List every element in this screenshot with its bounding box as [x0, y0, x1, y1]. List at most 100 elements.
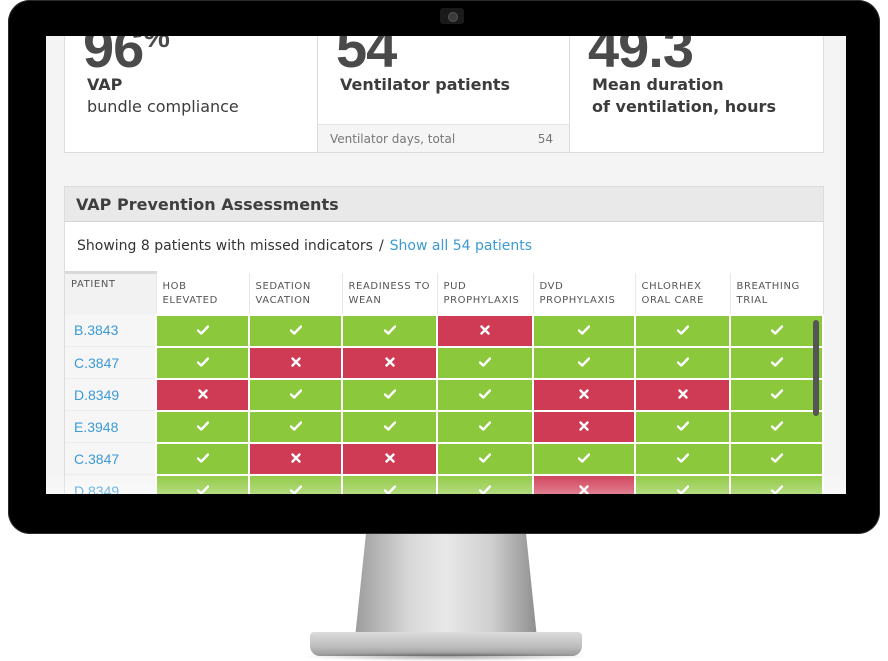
status-cell-met[interactable]	[155, 313, 250, 348]
check-icon	[289, 387, 302, 403]
column-header-line: CHLORHEX	[641, 280, 702, 292]
check-icon	[478, 483, 492, 494]
metric-cards: 96% VAP bundle compliance 54 Ventilator …	[64, 36, 824, 153]
check-icon	[478, 355, 492, 371]
status-cell-met[interactable]	[436, 377, 534, 412]
status-cell-met[interactable]	[729, 313, 824, 348]
status-cell-missed[interactable]	[248, 345, 343, 380]
check-icon	[383, 419, 396, 435]
column-header[interactable]: BREATHING TRIAL	[729, 272, 823, 315]
patient-id-link[interactable]: D.8349	[65, 474, 156, 494]
column-header-line: PATIENT	[71, 279, 116, 290]
metric-card-mean-duration: 49.3 Mean duration of ventilation, hours	[570, 36, 823, 152]
check-icon	[770, 355, 783, 371]
status-cell-met[interactable]	[436, 409, 534, 444]
status-cell-met[interactable]	[634, 441, 731, 476]
column-header-line: READINESS TO	[348, 280, 431, 292]
table-row[interactable]: C.3847	[65, 441, 824, 476]
table-row[interactable]: E.3948	[65, 409, 824, 444]
metric-label-line2: of ventilation, hours	[592, 97, 776, 116]
table-body: B.3843 C.3847 D.8349 E.3948 C.3847 D.8349	[65, 313, 824, 494]
status-cell-missed[interactable]	[248, 441, 343, 476]
column-header-patient[interactable]: PATIENT	[65, 271, 156, 315]
patient-id-link[interactable]: D.8349	[65, 378, 156, 411]
status-cell-met[interactable]	[248, 377, 343, 412]
status-cell-met[interactable]	[155, 409, 250, 444]
status-cell-missed[interactable]	[532, 409, 636, 444]
table-row[interactable]: D.8349	[65, 377, 824, 412]
check-icon	[196, 451, 209, 467]
status-cell-met[interactable]	[248, 473, 343, 494]
patient-id-link[interactable]: E.3948	[65, 410, 156, 443]
status-cell-met[interactable]	[341, 377, 438, 412]
column-header[interactable]: PUD PROPHYLAXIS	[436, 272, 533, 315]
check-icon	[770, 323, 783, 339]
metric-card-ventilator-patients: 54 Ventilator patients Ventilator days, …	[318, 36, 570, 152]
cross-icon	[290, 355, 301, 371]
table-scrollbar[interactable]	[813, 320, 819, 416]
assessments-panel: VAP Prevention Assessments Showing 8 pat…	[64, 186, 824, 494]
metric-suffix: %	[143, 36, 170, 54]
status-cell-met[interactable]	[341, 409, 438, 444]
patient-id-link[interactable]: C.3847	[65, 442, 156, 475]
status-cell-missed[interactable]	[634, 377, 731, 412]
column-header-line: PROPHYLAXIS	[443, 294, 520, 306]
status-cell-met[interactable]	[341, 473, 438, 494]
status-cell-met[interactable]	[248, 409, 343, 444]
check-icon	[676, 483, 689, 494]
cross-icon	[677, 387, 688, 403]
cross-icon	[480, 323, 490, 339]
column-header[interactable]: DVD PROPHYLAXIS	[532, 272, 635, 315]
column-header[interactable]: HOB ELEVATED	[155, 272, 249, 315]
status-cell-met[interactable]	[532, 345, 636, 380]
check-icon	[196, 419, 209, 435]
status-cell-met[interactable]	[532, 313, 636, 348]
status-cell-met[interactable]	[729, 473, 824, 494]
panel-filter-row: Showing 8 patients with missed indicator…	[65, 222, 823, 270]
monitor-base	[310, 632, 582, 656]
metric-label: Mean duration of ventilation, hours	[592, 74, 776, 118]
column-header-line: WEAN	[348, 294, 382, 306]
status-cell-met[interactable]	[155, 345, 250, 380]
status-cell-met[interactable]	[729, 441, 824, 476]
column-header[interactable]: SEDATION VACATION	[248, 272, 342, 315]
status-cell-met[interactable]	[532, 441, 636, 476]
patient-id-link[interactable]: B.3843	[65, 314, 156, 347]
status-cell-missed[interactable]	[341, 345, 438, 380]
column-header[interactable]: CHLORHEX ORAL CARE	[634, 272, 730, 315]
status-cell-missed[interactable]	[155, 377, 250, 412]
status-cell-met[interactable]	[155, 441, 250, 476]
status-cell-met[interactable]	[729, 377, 824, 412]
status-cell-met[interactable]	[634, 345, 731, 380]
status-cell-missed[interactable]	[532, 473, 636, 494]
status-cell-met[interactable]	[634, 473, 731, 494]
status-cell-met[interactable]	[634, 313, 731, 348]
status-cell-met[interactable]	[634, 409, 731, 444]
column-header-line: PROPHYLAXIS	[539, 294, 616, 306]
status-cell-met[interactable]	[436, 345, 534, 380]
status-cell-met[interactable]	[155, 473, 250, 494]
table-row[interactable]: D.8349	[65, 473, 824, 494]
status-cell-met[interactable]	[341, 313, 438, 348]
table-row[interactable]: C.3847	[65, 345, 824, 380]
check-icon	[196, 323, 209, 339]
status-cell-met[interactable]	[436, 473, 534, 494]
status-cell-met[interactable]	[729, 409, 824, 444]
cross-icon	[579, 483, 589, 494]
check-icon	[196, 355, 209, 371]
status-cell-met[interactable]	[436, 441, 534, 476]
show-all-link[interactable]: Show all 54 patients	[389, 238, 533, 254]
check-icon	[770, 451, 783, 467]
status-cell-met[interactable]	[248, 313, 343, 348]
status-cell-missed[interactable]	[341, 441, 438, 476]
cross-icon	[290, 451, 301, 467]
status-cell-missed[interactable]	[532, 377, 636, 412]
check-icon	[770, 387, 783, 403]
status-cell-met[interactable]	[729, 345, 824, 380]
patient-id-link[interactable]: C.3847	[65, 346, 156, 379]
metric-value: 96%	[83, 36, 170, 80]
column-header[interactable]: READINESS TO WEAN	[341, 272, 437, 315]
check-icon	[289, 483, 302, 494]
status-cell-missed[interactable]	[436, 313, 534, 348]
table-row[interactable]: B.3843	[65, 313, 824, 348]
